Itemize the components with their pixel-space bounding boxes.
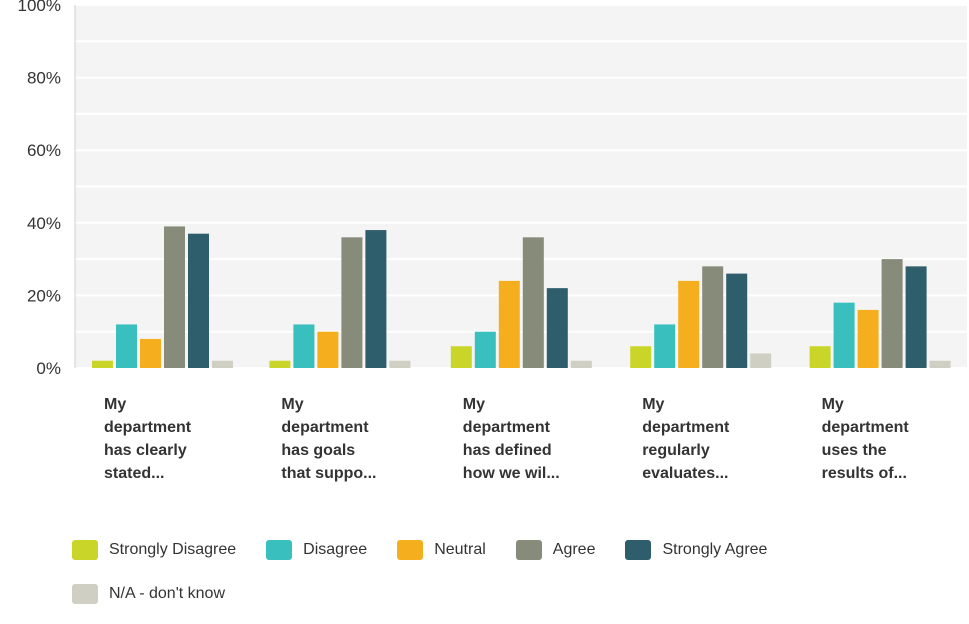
x-tick-label-line: department [104,419,192,436]
bar [905,266,927,368]
bar [702,266,724,368]
grid-lines [75,4,967,369]
y-tick-label: 20% [27,286,61,305]
bar [630,346,652,368]
bar [857,309,879,368]
bar [269,360,291,368]
x-tick-label-line: My [104,396,126,413]
bar [498,280,520,368]
bar [188,233,209,368]
legend-item: N/A - don't know [72,584,225,604]
bar [450,346,472,368]
bar [341,237,363,368]
x-tick-label-line: stated... [104,465,164,482]
x-tick-label-line: uses the [822,442,887,459]
legend-swatch [625,540,652,560]
bar [317,331,339,368]
bar [929,360,951,368]
x-tick-label-line: My [463,396,485,413]
bar [389,360,411,368]
y-tick-label: 60% [27,141,61,160]
legend-swatch [515,540,542,560]
x-tick-label: My department has defined how we wil... [463,396,560,482]
bar [654,324,676,368]
legend-row: Strongly Disagree Disagree Neutral Agree Str… [72,536,952,564]
legend-swatch [397,540,424,560]
x-axis-labels: My department has clearly stated... My depart… [104,396,909,482]
bar [212,360,233,368]
legend-label: Disagree [303,541,368,558]
legend-item: Neutral [397,540,486,560]
legend-item: Agree [515,540,596,560]
x-tick-label: My department has clearly stated... [104,396,192,482]
bar [293,324,315,368]
bar [164,226,185,368]
bar [678,280,700,368]
bar [522,237,544,368]
bar [92,360,113,368]
bar [726,273,748,368]
y-tick-label: 80% [27,69,61,88]
x-tick-label-line: has goals [281,442,355,459]
legend-row: N/A - don't know [72,580,952,608]
x-tick-label-line: results of... [822,465,907,482]
y-tick-label: 100% [18,0,61,15]
legend-item: Disagree [266,540,367,560]
legend-label: Neutral [434,541,486,558]
x-tick-label-line: My [822,396,844,413]
x-tick-label-line: how we wil... [463,465,560,482]
legend: Strongly Disagree Disagree Neutral Agree Str… [72,536,952,624]
legend-label: Strongly Disagree [109,541,237,558]
x-tick-label-line: department [281,419,369,436]
legend-swatch [266,540,293,560]
y-axis: 0% 20% 40% 60% 80% 100% [18,0,76,378]
x-tick-label-line: regularly [642,442,710,459]
x-tick-label: My department uses the results of... [822,396,910,482]
legend-item: Strongly Agree [625,540,767,560]
bar [750,353,772,368]
x-tick-label-line: department [463,419,551,436]
x-tick-label-line: evaluates... [642,465,728,482]
legend-swatch [72,584,98,604]
legend-swatch [72,540,98,560]
y-tick-label: 40% [27,214,61,233]
x-tick-label: My department regularly evaluates... [642,396,730,482]
bar [570,360,592,368]
bar [833,302,855,368]
x-tick-label: My department has goals that suppo... [281,396,376,482]
bar [546,288,568,368]
x-tick-label-line: has defined [463,442,552,459]
x-tick-label-line: that suppo... [281,465,376,482]
x-tick-label-line: department [822,419,910,436]
bar [474,331,496,368]
y-tick-label: 0% [36,359,61,378]
x-tick-label-line: My [281,396,303,413]
bar [809,346,831,368]
x-tick-label-line: has clearly [104,442,187,459]
x-tick-label-line: department [642,419,730,436]
bar [365,230,387,368]
bar [140,338,161,368]
bar [116,324,137,368]
bar [881,259,903,368]
x-tick-label-line: My [642,396,664,413]
legend-item: Strongly Disagree [72,540,236,560]
legend-label: Agree [552,541,596,558]
bar-chart: 0% 20% 40% 60% 80% 100% My department has clear… [18,0,967,482]
bars [92,226,951,368]
legend-label: N/A - don't know [109,585,225,602]
legend-label: Strongly Agree [662,541,768,558]
